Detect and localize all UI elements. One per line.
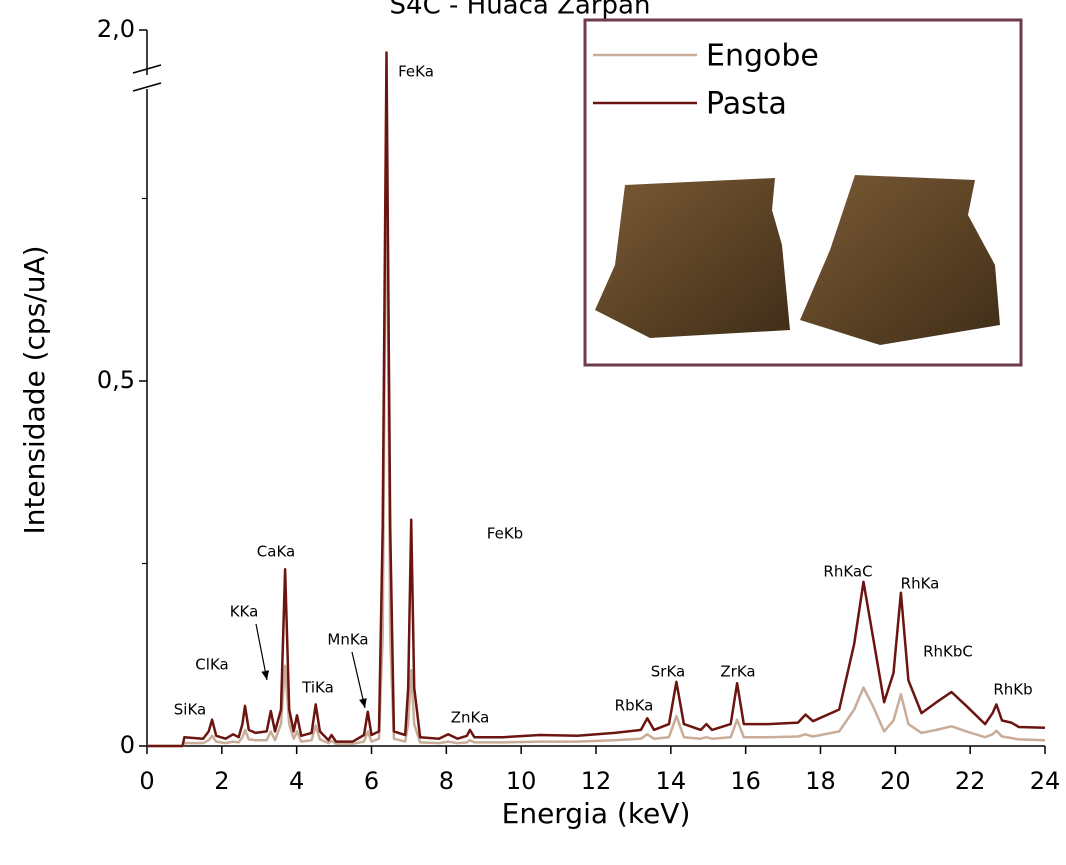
arrow	[255, 623, 268, 681]
peak-label: MnKa	[327, 631, 368, 649]
x-tick-label: 12	[581, 767, 612, 795]
axis-break	[132, 82, 162, 92]
peak-label: ZrKa	[720, 663, 755, 681]
peak-label: CaKa	[257, 543, 295, 561]
y-tick-label: 2,0	[97, 15, 135, 43]
peak-label: ZnKa	[451, 709, 490, 727]
arrow-head	[261, 670, 270, 680]
peak-label: TiKa	[301, 679, 334, 697]
x-tick-label: 22	[955, 767, 986, 795]
arrow	[351, 651, 366, 709]
y-axis-label: Intensidade (cps/uA)	[18, 245, 51, 534]
peak-label: SiKa	[174, 701, 206, 719]
legend-label: Pasta	[706, 87, 787, 122]
peak-label: ClKa	[195, 656, 228, 674]
chart-title: S4C - Huaca Zarpan	[390, 0, 651, 21]
arrow-head	[359, 698, 367, 708]
y-tick-label: 0	[120, 731, 135, 759]
peak-label: SrKa	[651, 663, 685, 681]
peak-label: RbKa	[615, 697, 654, 715]
x-tick-label: 14	[656, 767, 687, 795]
spectrum-line	[147, 116, 1046, 748]
x-tick-label: 10	[506, 767, 537, 795]
x-tick-label: 16	[730, 767, 761, 795]
x-tick-label: 4	[289, 767, 304, 795]
peak-label: FeKb	[487, 525, 523, 543]
x-tick-label: 6	[364, 767, 379, 795]
peak-label: RhKa	[901, 575, 940, 593]
x-tick-label: 24	[1030, 767, 1061, 795]
y-tick-label: 0,5	[97, 366, 135, 394]
x-tick-label: 20	[880, 767, 911, 795]
axis-break	[132, 64, 162, 74]
spectrum-line	[147, 51, 1046, 748]
legend-label: Engobe	[706, 39, 819, 74]
sherd-photo	[800, 175, 1000, 345]
peak-label: RhKbC	[923, 643, 973, 661]
sherd-photo	[595, 178, 790, 338]
x-tick-label: 2	[214, 767, 229, 795]
peak-label: KKa	[230, 603, 259, 621]
peak-label: RhKb	[993, 681, 1032, 699]
x-tick-label: 0	[139, 767, 154, 795]
x-axis-label: Energia (keV)	[502, 797, 691, 830]
legend: Engobe Pasta	[583, 18, 1023, 367]
x-tick-label: 8	[439, 767, 454, 795]
x-tick-label: 18	[805, 767, 836, 795]
peak-label: RhKaC	[823, 563, 872, 581]
peak-label: FeKa	[398, 63, 434, 81]
